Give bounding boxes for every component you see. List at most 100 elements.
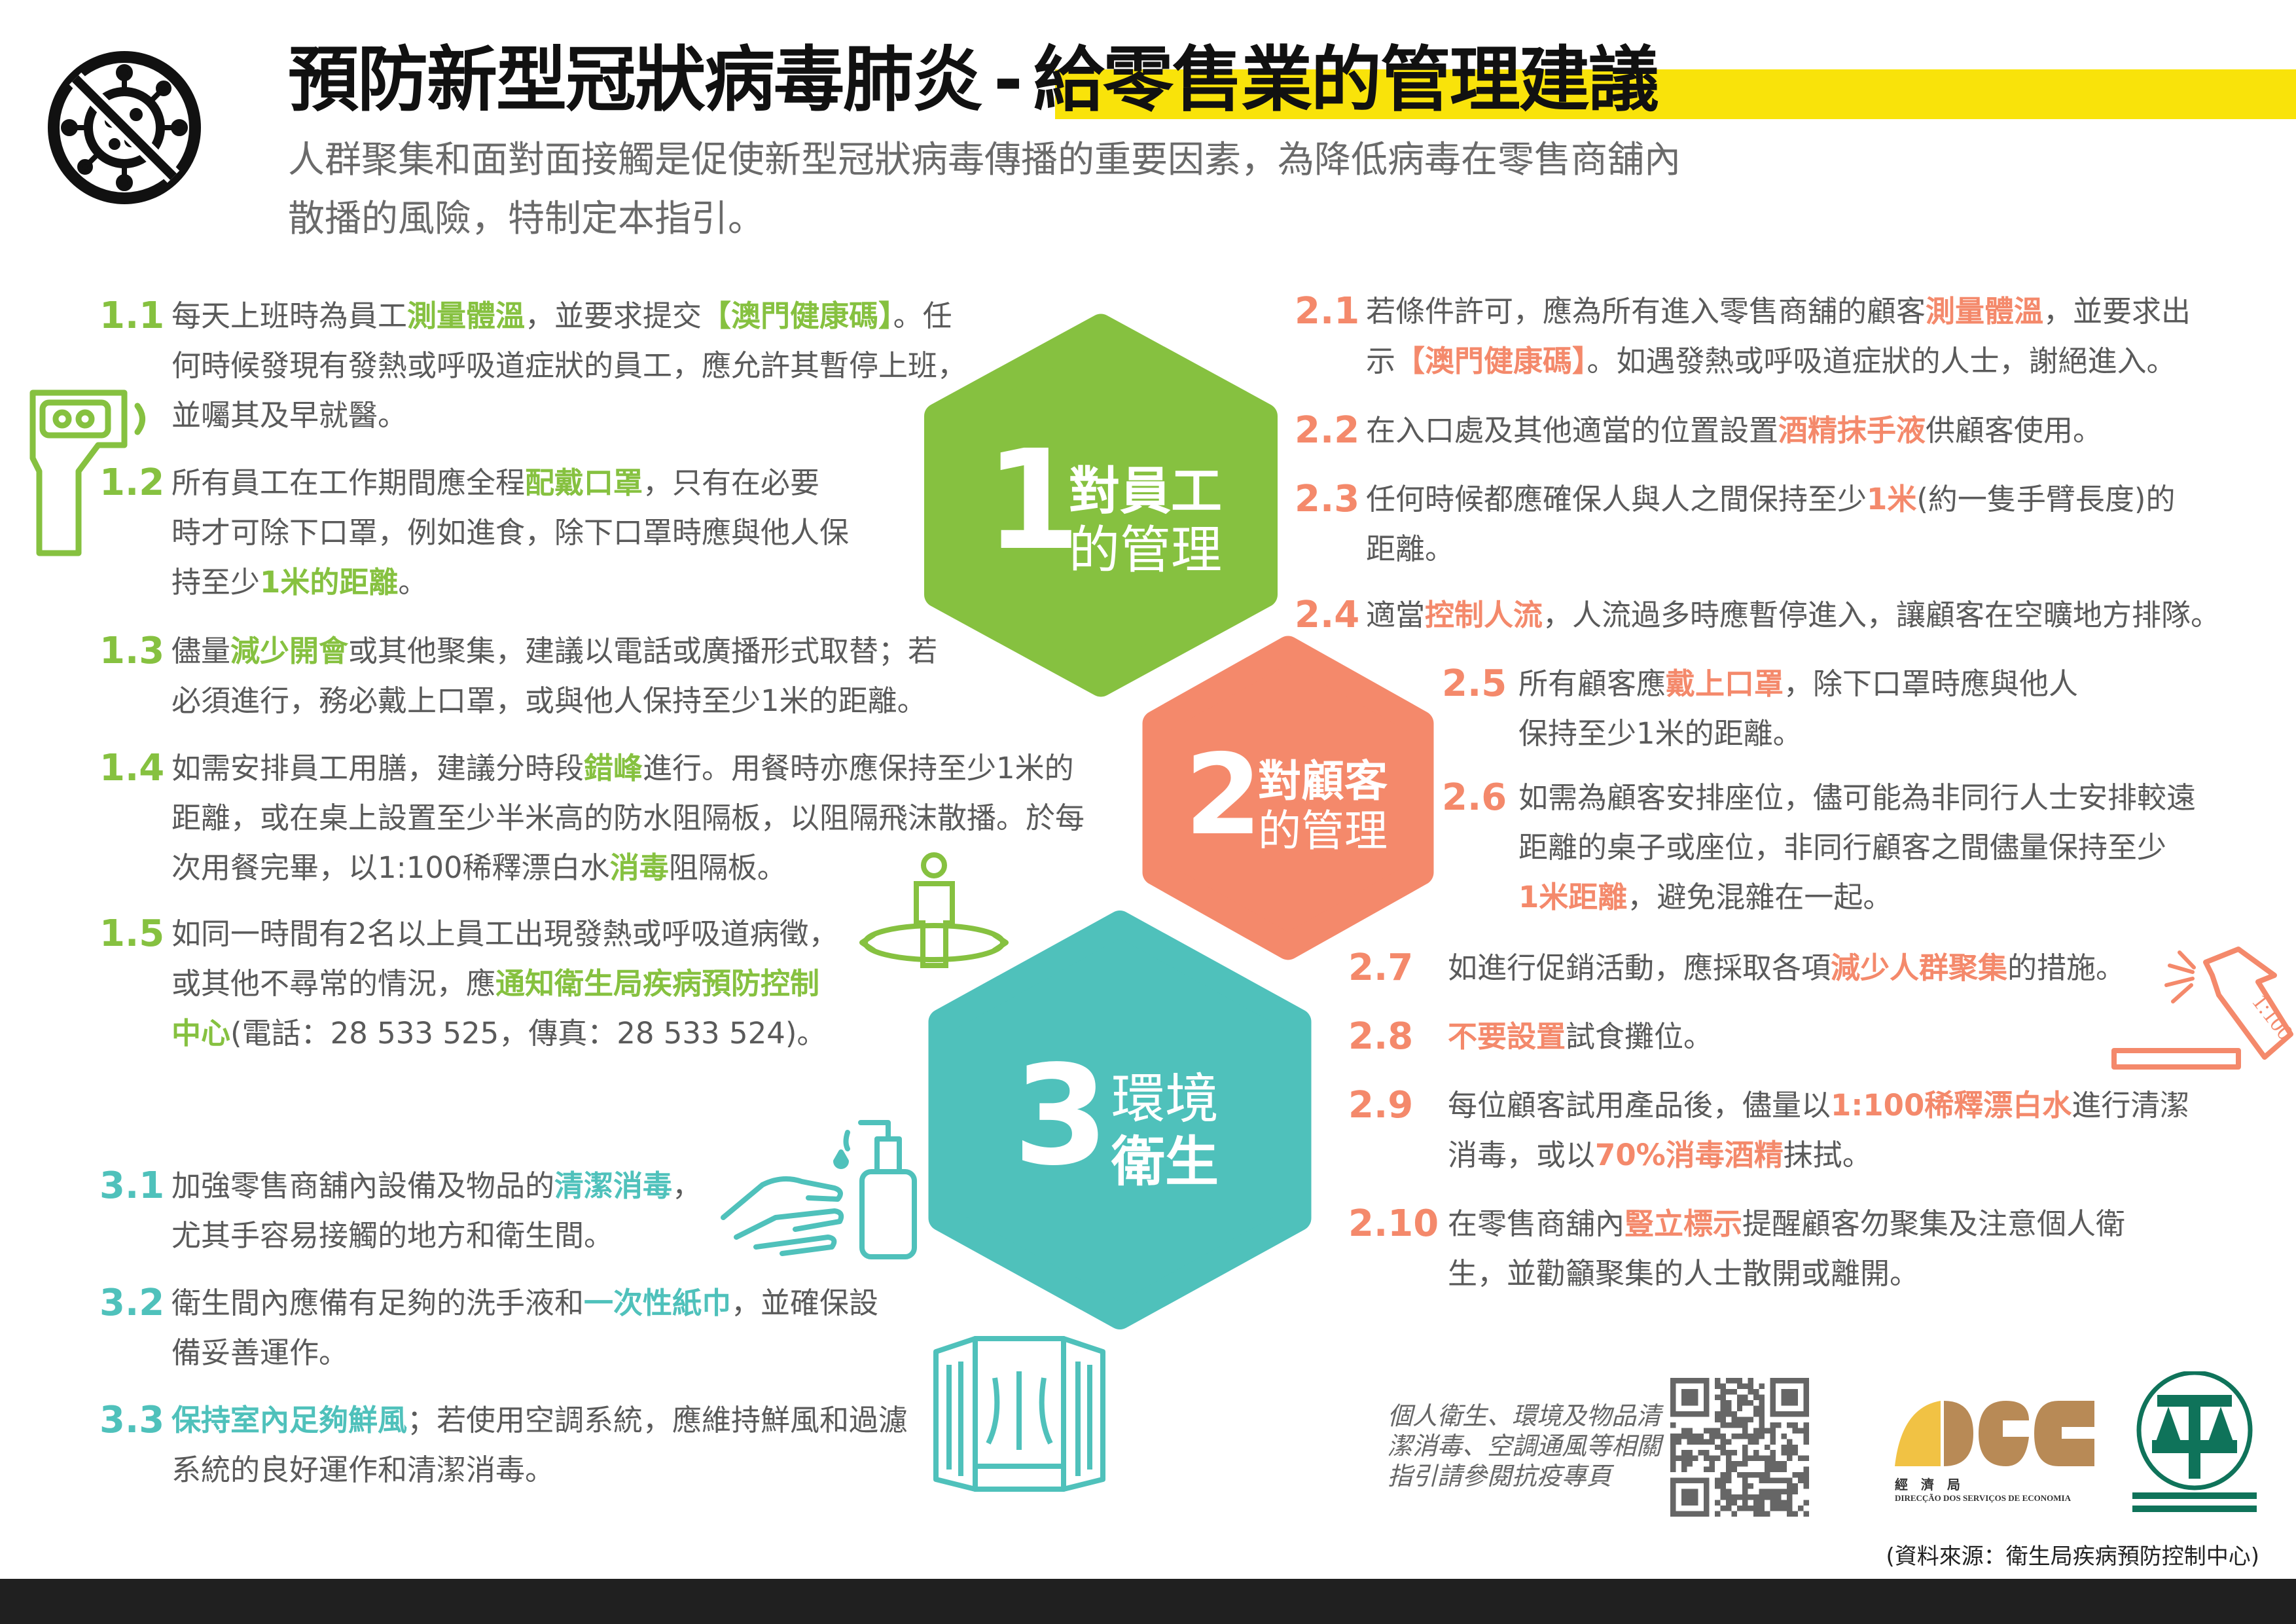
highlight-text: 配戴口罩 [525, 465, 643, 500]
item-line: 如同一時間有2名以上員工出現發熱或呼吸道病徵， [171, 909, 838, 959]
item-text-segment: 示 [1366, 344, 1396, 378]
qr-module [1720, 1439, 1726, 1445]
qr-module [1742, 1383, 1748, 1389]
qr-finder [1681, 1489, 1698, 1506]
qr-module [1792, 1444, 1799, 1451]
item-number: 1.2 [99, 461, 165, 504]
item-text: 如同一時間有2名以上員工出現發熱或呼吸道病徵， 或其他不尋常的情況，應通知衛生局疾… [171, 909, 838, 1058]
item-text-segment: 如需為顧客安排座位，儘可能為非同行人士安排較遠 [1518, 780, 2197, 815]
qr-module [1748, 1378, 1754, 1384]
item-text-segment: 距離。 [1366, 532, 1455, 566]
qr-module [1725, 1405, 1732, 1411]
qr-module [1748, 1388, 1754, 1395]
item-number: 1.1 [99, 295, 165, 337]
hex-1-number: 1 [985, 420, 1081, 581]
qr-module [1720, 1483, 1726, 1489]
qr-module [1714, 1416, 1721, 1422]
qr-module [1742, 1494, 1748, 1500]
item-line: 尤其手容易接觸的地方和衛生間。 [171, 1211, 702, 1261]
qr-module [1753, 1433, 1759, 1439]
item-line: 次用餐完畢，以1:100稀釋漂白水消毒阻隔板。 [171, 843, 1085, 893]
item-text-segment: 任何時候都應確保人與人之間保持至少 [1366, 482, 1867, 516]
qr-module [1759, 1455, 1765, 1462]
highlight-text: 保持室內足夠鮮風 [171, 1403, 408, 1437]
item-number: 2.5 [1442, 662, 1507, 705]
qr-module [1759, 1422, 1765, 1428]
item-text-segment: 生，並勸籲聚集的人士散開或離開。 [1448, 1256, 1920, 1291]
qr-module [1742, 1428, 1748, 1434]
item-number: 2.3 [1295, 478, 1360, 520]
hexagon-1 [924, 314, 1278, 697]
qr-module [1798, 1472, 1804, 1478]
qr-module [1753, 1439, 1759, 1445]
highlight-text: 1米 [1867, 482, 1917, 516]
qr-module [1709, 1433, 1715, 1439]
item-text-segment: 或其他不尋常的情況，應 [171, 966, 496, 1001]
qr-module [1770, 1439, 1776, 1445]
item-text-segment: 進行。用餐時亦應保持至少1米的 [643, 751, 1074, 785]
highlight-text: 豎立標示 [1624, 1206, 1743, 1241]
item-line: 或其他不尋常的情況，應通知衛生局疾病預防控制 [171, 959, 838, 1009]
item-number: 2.10 [1348, 1202, 1439, 1245]
item-number: 3.1 [99, 1164, 165, 1207]
qr-module [1714, 1411, 1721, 1417]
qr-module [1692, 1433, 1698, 1439]
highlight-text: 【澳門健康碼】 [702, 298, 893, 333]
qr-module [1798, 1506, 1804, 1511]
qr-module [1687, 1428, 1693, 1434]
item-text-segment: 尤其手容易接觸的地方和衛生間。 [171, 1218, 614, 1253]
qr-module [1759, 1494, 1765, 1500]
qr-module [1709, 1439, 1715, 1445]
highlight-text: 一次性紙巾 [584, 1286, 732, 1320]
item-text-segment: 或其他聚集，建議以電話或廣播形式取替；若 [348, 634, 938, 668]
qr-module [1681, 1450, 1687, 1456]
item-text-segment: 備妥善運作。 [171, 1335, 349, 1370]
qr-module [1742, 1472, 1748, 1478]
item-text-segment: ，人流過多時應暫停進入，讓顧客在空曠地方排隊。 [1543, 598, 2221, 632]
qr-module [1709, 1461, 1715, 1467]
qr-module [1720, 1477, 1726, 1484]
item-text-segment: 如進行促銷活動，應採取各項 [1448, 950, 1831, 985]
qr-code[interactable] [1670, 1378, 1809, 1517]
item-text-segment: 。如遇發熱或呼吸道症狀的人士，謝絕進入。 [1587, 344, 2176, 378]
item-line: 所有員工在工作期間應全程配戴口罩，只有在必要 [171, 458, 849, 508]
item-text: 適當控制人流，人流過多時應暫停進入，讓顧客在空曠地方排隊。 [1366, 590, 2220, 640]
qr-module [1709, 1428, 1715, 1434]
qr-module [1759, 1511, 1765, 1517]
qr-module [1736, 1405, 1743, 1411]
hex-1-line2: 的管理 [1069, 521, 1223, 580]
qr-module [1720, 1450, 1726, 1456]
item-text-segment: 並囑其及早就醫。 [171, 398, 408, 433]
qr-module [1670, 1461, 1676, 1467]
item-text: 任何時候都應確保人與人之間保持至少1米(約一隻手臂長度)的 距離。 [1366, 475, 2175, 574]
highlight-text: 戴上口罩 [1666, 666, 1784, 701]
open-window-icon [933, 1336, 1105, 1492]
item-line: 消毒，或以70%消毒酒精抹拭。 [1448, 1130, 2189, 1180]
item-number: 1.5 [99, 912, 165, 955]
qr-module [1765, 1466, 1770, 1473]
qr-module [1776, 1489, 1782, 1495]
qr-module [1753, 1511, 1759, 1517]
item-line: 1米距離，避免混雜在一起。 [1518, 873, 2196, 922]
qr-module [1770, 1506, 1776, 1511]
qr-module [1748, 1433, 1754, 1439]
qr-module [1736, 1416, 1743, 1422]
item-text-segment: 。 [398, 565, 428, 600]
dsec-logo: 經 濟 局 DIRECÇÃO DOS SERVIÇOS DE ECONOMIA [1895, 1401, 2098, 1503]
item-text-segment: 在零售商舖內 [1448, 1206, 1625, 1241]
item-text-segment: 的措施。 [2007, 950, 2126, 985]
qr-module [1670, 1466, 1676, 1473]
qr-module [1742, 1483, 1748, 1489]
item-text: 加強零售商舖內設備及物品的清潔消毒， 尤其手容易接觸的地方和衛生間。 [171, 1161, 702, 1261]
qr-module [1765, 1494, 1770, 1500]
qr-module [1731, 1500, 1737, 1506]
qr-module [1776, 1506, 1782, 1511]
hex-2-line2: 的管理 [1258, 806, 1388, 856]
qr-module [1720, 1383, 1726, 1389]
hexagon-3 [928, 911, 1312, 1329]
item-text-segment: 。任 [893, 298, 952, 333]
qr-module [1776, 1494, 1782, 1500]
item-text-segment: 若條件許可，應為所有進入零售商舖的顧客 [1366, 294, 1926, 329]
qr-module [1709, 1466, 1715, 1473]
highlight-text: 【澳門健康碼】 [1395, 344, 1587, 378]
